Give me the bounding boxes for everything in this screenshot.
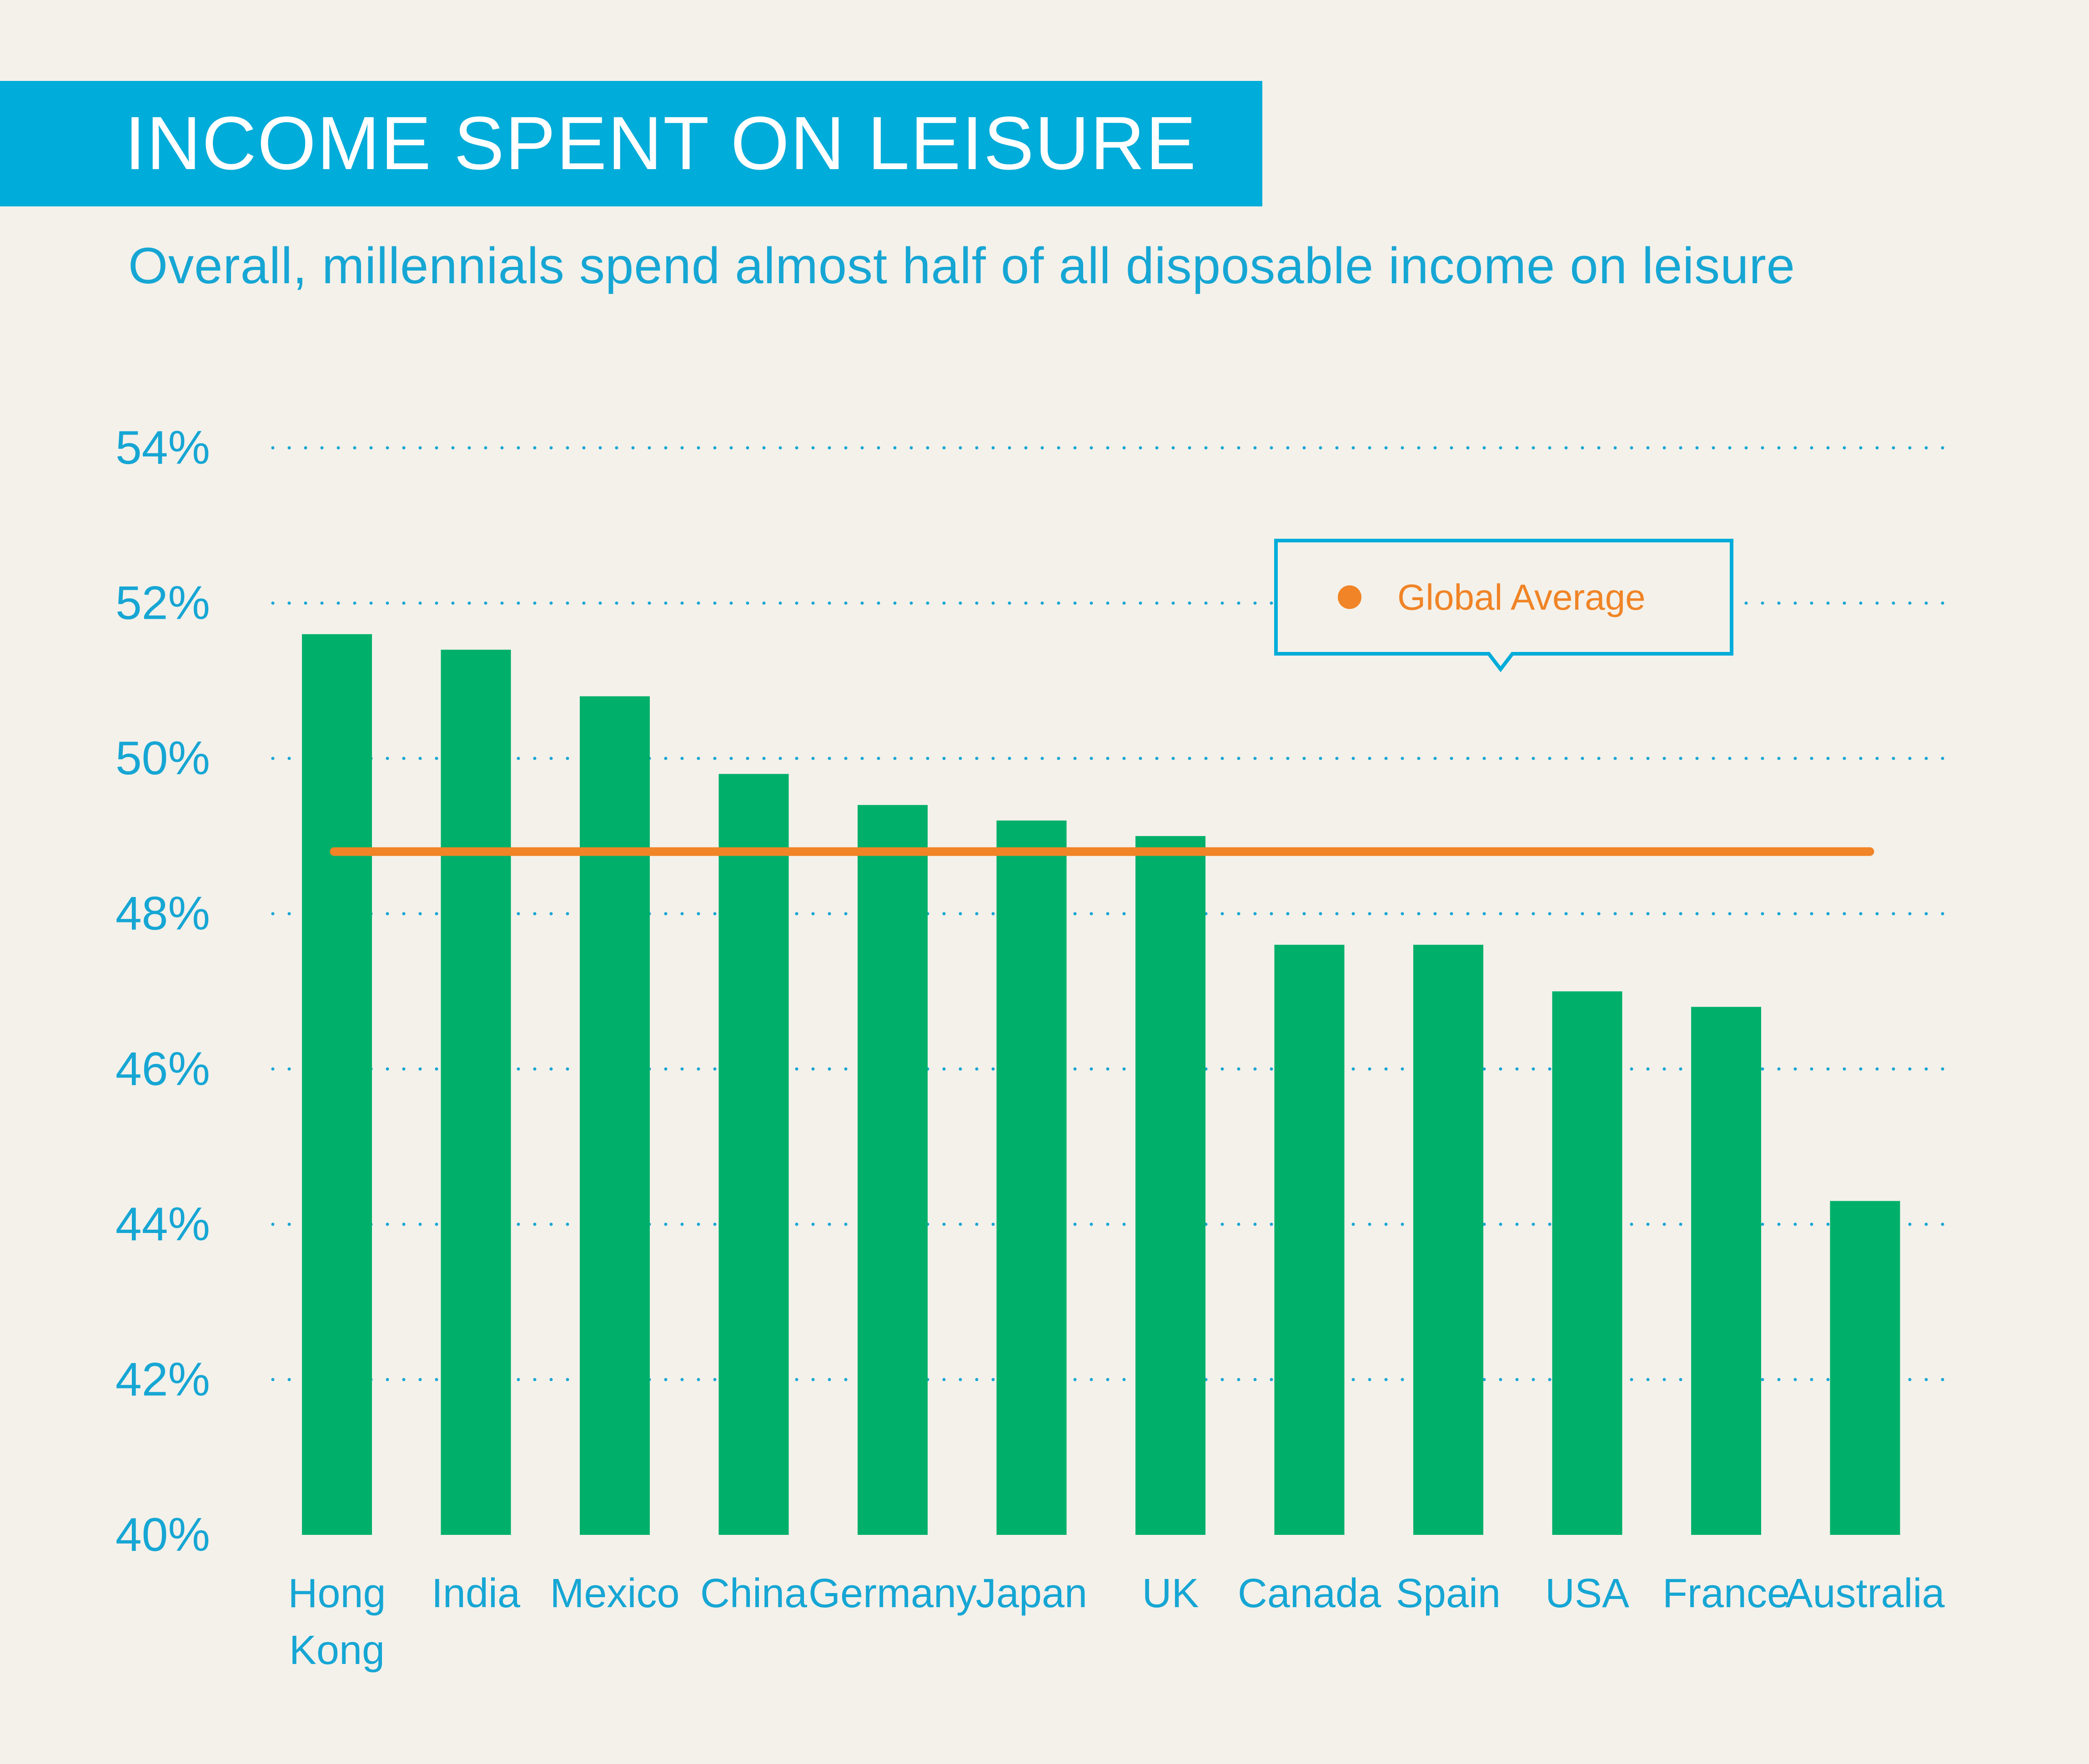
legend-marker bbox=[1338, 585, 1361, 609]
bar bbox=[1691, 1007, 1761, 1535]
y-tick-label: 52% bbox=[115, 577, 210, 630]
x-tick-label: Hong Kong bbox=[288, 1571, 386, 1673]
bar bbox=[302, 634, 372, 1535]
page-title: INCOME SPENT ON LEISURE bbox=[125, 101, 1197, 185]
x-tick-label: France bbox=[1662, 1571, 1790, 1616]
x-tick-label: India bbox=[432, 1571, 521, 1616]
bar bbox=[1830, 1201, 1900, 1535]
x-tick-label: Australia bbox=[1785, 1571, 1945, 1616]
x-tick-label: Japan bbox=[976, 1571, 1087, 1616]
y-tick-label: 48% bbox=[115, 887, 210, 940]
bar bbox=[1413, 945, 1483, 1535]
y-tick-label: 50% bbox=[115, 732, 210, 785]
y-tick-label: 54% bbox=[115, 421, 210, 474]
x-tick-label: China bbox=[700, 1571, 808, 1616]
bar bbox=[441, 650, 511, 1535]
title-banner: INCOME SPENT ON LEISURE bbox=[0, 81, 1262, 206]
bar bbox=[996, 820, 1067, 1535]
bar bbox=[1135, 836, 1205, 1535]
bar bbox=[1552, 991, 1622, 1535]
y-tick-label: 42% bbox=[115, 1353, 210, 1406]
x-tick-label: Spain bbox=[1396, 1571, 1501, 1616]
bar bbox=[580, 696, 650, 1535]
bar bbox=[858, 805, 928, 1535]
y-tick-label: 46% bbox=[115, 1042, 210, 1095]
y-tick-label: 40% bbox=[115, 1508, 210, 1561]
chart-subtitle: Overall, millennials spend almost half o… bbox=[128, 237, 1796, 294]
y-tick-label: 44% bbox=[115, 1198, 210, 1251]
x-tick-label: USA bbox=[1545, 1571, 1629, 1616]
legend-box bbox=[1274, 539, 1733, 672]
legend-label: Global Average bbox=[1397, 577, 1646, 617]
x-tick-label: Germany bbox=[808, 1571, 977, 1616]
x-tick-label: Canada bbox=[1238, 1571, 1381, 1616]
bar bbox=[1274, 945, 1345, 1535]
x-tick-label: Mexico bbox=[550, 1571, 679, 1616]
bar bbox=[718, 774, 789, 1535]
x-tick-label: UK bbox=[1142, 1571, 1199, 1616]
